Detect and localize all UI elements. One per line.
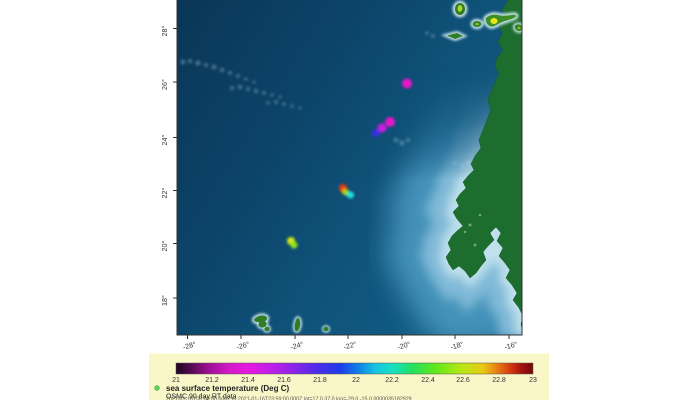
svg-text:28°: 28° bbox=[160, 25, 169, 36]
svg-text:2021-01-16T00:00:00.000Z to 20: 2021-01-16T00:00:00.000Z to 2021-01-16T2… bbox=[166, 397, 412, 400]
svg-text:-18°: -18° bbox=[449, 339, 464, 351]
svg-text:24°: 24° bbox=[160, 134, 169, 145]
svg-text:22°: 22° bbox=[160, 187, 169, 198]
svg-text:18°: 18° bbox=[160, 295, 169, 306]
svg-text:-28°: -28° bbox=[182, 339, 197, 351]
svg-text:21.4: 21.4 bbox=[241, 377, 255, 384]
svg-text:22.6: 22.6 bbox=[456, 377, 470, 384]
svg-text:22.8: 22.8 bbox=[492, 377, 506, 384]
svg-text:22.2: 22.2 bbox=[385, 377, 399, 384]
svg-text:21.6: 21.6 bbox=[277, 377, 291, 384]
svg-text:23: 23 bbox=[529, 377, 537, 384]
svg-text:22.4: 22.4 bbox=[421, 377, 435, 384]
svg-text:22: 22 bbox=[352, 377, 360, 384]
svg-text:-20°: -20° bbox=[396, 339, 411, 351]
svg-text:21.8: 21.8 bbox=[313, 377, 327, 384]
svg-text:-26°: -26° bbox=[235, 339, 250, 351]
svg-text:-24°: -24° bbox=[289, 339, 304, 351]
svg-text:26°: 26° bbox=[160, 79, 169, 90]
svg-text:20°: 20° bbox=[160, 240, 169, 251]
svg-text:21: 21 bbox=[172, 377, 180, 384]
svg-text:-16°: -16° bbox=[503, 339, 518, 351]
svg-text:-22°: -22° bbox=[342, 339, 357, 351]
svg-text:21.2: 21.2 bbox=[205, 377, 219, 384]
svg-text:sea surface temperature (Deg C: sea surface temperature (Deg C) bbox=[166, 384, 289, 393]
